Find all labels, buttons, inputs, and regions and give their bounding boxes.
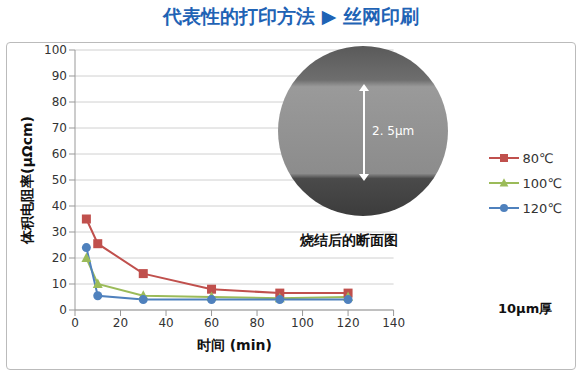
html-text:100℃: 100℃ [522, 175, 562, 191]
svg-text:140: 140 [382, 316, 405, 330]
svg-text:80: 80 [52, 95, 67, 109]
svg-text:60: 60 [52, 147, 67, 161]
svg-text:100: 100 [44, 43, 67, 57]
html-text:烧结后的断面图: 烧结后的断面图 [300, 232, 398, 248]
html-text:120℃: 120℃ [522, 200, 562, 216]
html-text:10μm厚: 10μm厚 [498, 301, 553, 316]
html-text:代表性的打印方法 ▶ 丝网印刷: 代表性的打印方法 ▶ 丝网印刷 [163, 5, 419, 27]
svg-text:100: 100 [291, 316, 314, 330]
html-text:80℃: 80℃ [522, 150, 554, 166]
svg-text:70: 70 [52, 121, 67, 135]
svg-text:120: 120 [337, 316, 360, 330]
svg-text:40: 40 [158, 316, 173, 330]
svg-text:体积电阻率(μΩcm): 体积电阻率(μΩcm) [19, 116, 35, 245]
svg-text:0: 0 [59, 303, 67, 317]
svg-text:时间 (min): 时间 (min) [197, 337, 272, 353]
svg-text:40: 40 [52, 199, 67, 213]
svg-text:20: 20 [52, 251, 67, 265]
svg-text:60: 60 [204, 316, 219, 330]
svg-text:20: 20 [113, 316, 128, 330]
html-text:2. 5μm: 2. 5μm [372, 124, 415, 138]
svg-text:10: 10 [52, 277, 67, 291]
svg-text:30: 30 [52, 225, 67, 239]
svg-text:50: 50 [52, 173, 67, 187]
svg-text:80: 80 [249, 316, 264, 330]
svg-text:0: 0 [71, 316, 79, 330]
svg-text:90: 90 [52, 69, 67, 83]
